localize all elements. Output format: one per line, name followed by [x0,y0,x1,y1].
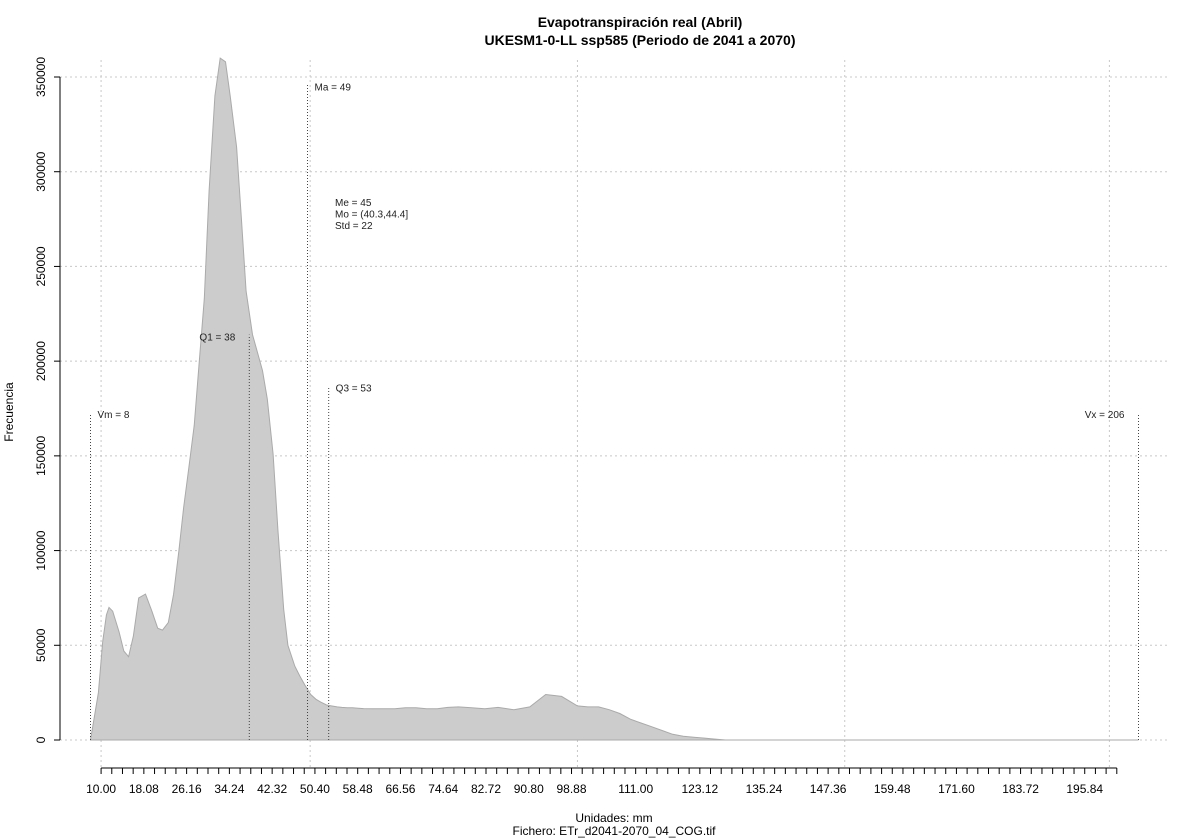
y-axis-label: Frecuencia [2,382,16,442]
stats-line: Mo = (40.3,44.4] [335,210,408,221]
annotation-label: Q1 = 38 [199,333,235,344]
x-tick-label: 135.24 [746,782,783,796]
file-label: Fichero: ETr_d2041-2070_04_COG.tif [513,824,717,838]
y-tick-label: 300000 [34,151,48,191]
x-tick-label: 18.08 [129,782,159,796]
chart-subtitle: UKESM1-0-LL ssp585 (Periodo de 2041 a 20… [485,32,796,48]
y-tick-label: 200000 [34,341,48,381]
x-tick-label: 10.00 [86,782,116,796]
x-tick-label: 183.72 [1002,782,1039,796]
stat-annotations: Vm = 8 Q1 = 38 Ma = 49 Q3 = 53 Vx = 206 [90,82,1139,740]
annotation-label: Vm = 8 [98,410,130,421]
x-tick-label: 147.36 [810,782,847,796]
x-tick-label: 82.72 [471,782,501,796]
y-tick-label: 150000 [34,436,48,476]
x-tick-label: 98.88 [557,782,587,796]
x-tick-label: 42.32 [257,782,287,796]
stats-line: Std = 22 [335,221,373,232]
x-tick-label: 26.16 [172,782,202,796]
x-tick-label: 50.40 [300,782,330,796]
y-axis: 0 50000 100000 150000 200000 250000 300000 3500… [34,57,61,743]
annotation-label: Q3 = 53 [336,384,372,395]
annotation-label: Vx = 206 [1085,410,1125,421]
x-tick-label: 111.00 [618,782,653,796]
annotation-label: Ma = 49 [315,82,352,93]
x-tick-label: 123.12 [681,782,718,796]
x-tick-label: 58.48 [343,782,373,796]
x-tick-label: 74.64 [428,782,458,796]
x-tick-label: 171.60 [938,782,975,796]
x-tick-label: 66.56 [385,782,415,796]
chart-title: Evapotranspiración real (Abril) [538,14,743,30]
x-axis: 10.00 18.08 26.16 34.24 42.32 50.40 58.48 66.56… [86,767,1118,796]
x-tick-label: 195.84 [1066,782,1103,796]
y-tick-label: 100000 [34,530,48,570]
stats-line: Me = 45 [335,198,372,209]
x-axis-label: Unidades: mm [575,811,652,825]
x-tick-label: 90.80 [514,782,544,796]
x-tick-label: 34.24 [214,782,244,796]
y-tick-label: 250000 [34,246,48,286]
y-tick-label: 350000 [34,57,48,97]
x-tick-label: 159.48 [874,782,911,796]
y-tick-label: 0 [34,736,48,743]
y-tick-label: 50000 [34,628,48,662]
density-area [89,57,1139,741]
